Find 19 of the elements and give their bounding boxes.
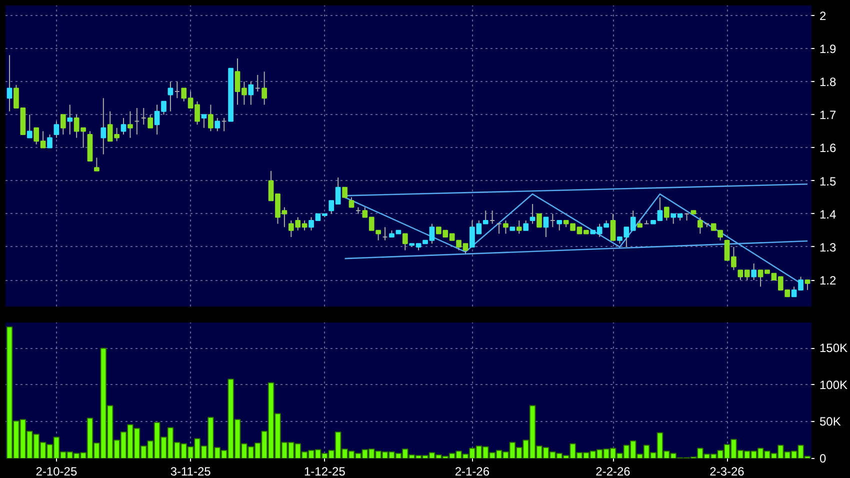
x-tick-label: 2-3-26 [710,464,745,478]
y-tick-label: 1.7 [820,108,837,122]
x-tick-label: 2-1-26 [454,464,490,478]
y-tick-label: 1.5 [820,174,837,188]
y-tick-label: 150K [820,341,848,356]
y-tick-label: 1.6 [820,141,837,156]
y-tick-label: 2 [820,8,826,23]
y-tick-label: 50K [820,414,841,429]
x-tick-label: 2-2-26 [596,464,631,478]
y-tick-label: 1.9 [820,42,837,56]
y-tick-label: 0 [820,452,826,466]
y-tick-label: 1.8 [820,75,837,90]
y-tick-label: 1.3 [820,240,837,254]
y-tick-label: 1.2 [820,274,837,288]
x-tick-label: 2-10-25 [36,464,78,478]
x-tick-label: 3-11-25 [170,464,212,478]
y-tick-label: 100K [820,378,848,392]
y-tick-label: 1.4 [820,207,837,222]
x-tick-label: 1-12-25 [304,464,346,478]
